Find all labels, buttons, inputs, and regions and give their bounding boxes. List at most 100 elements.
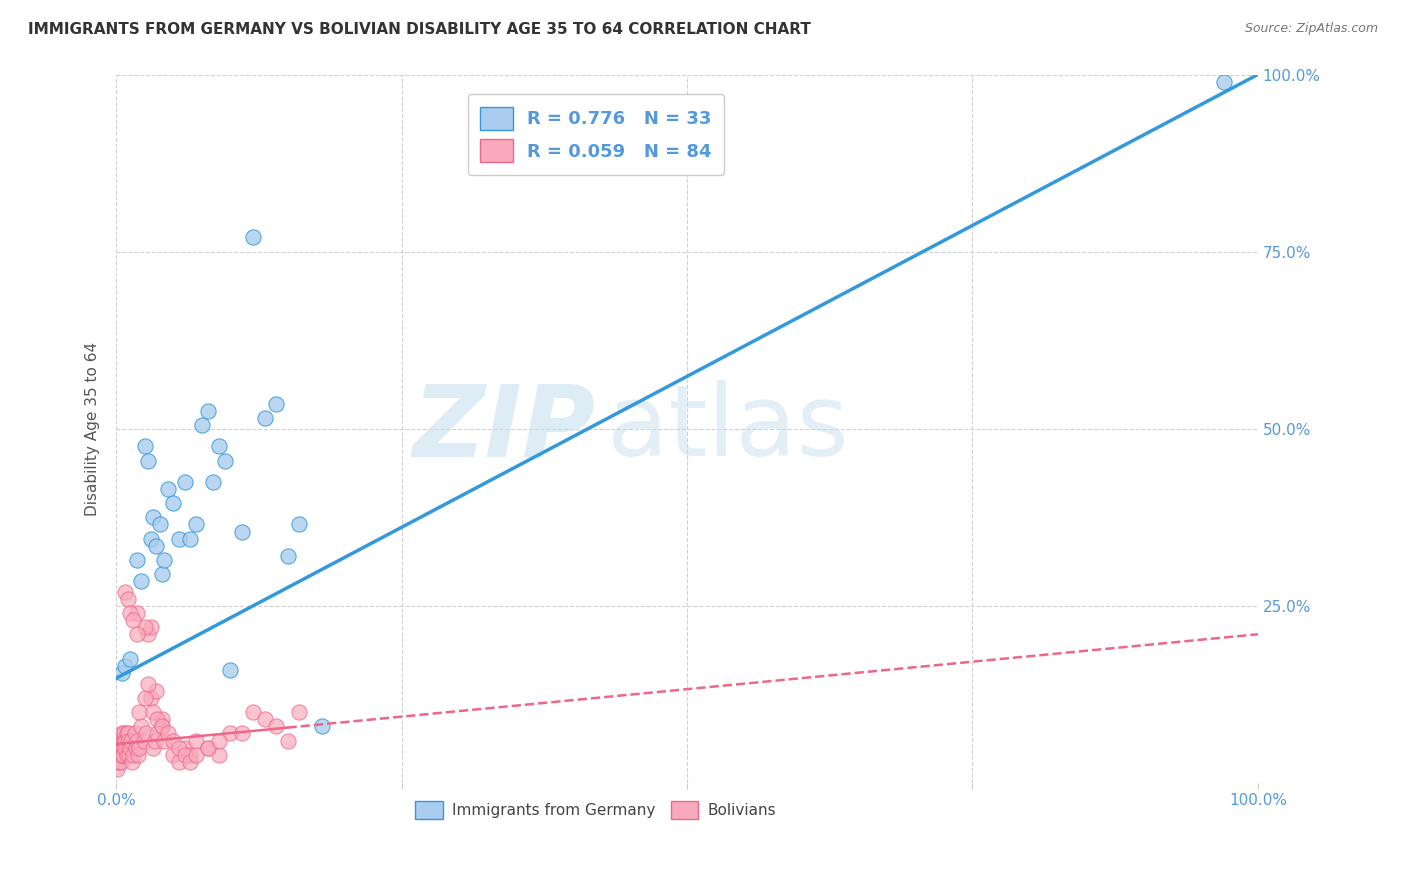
- Point: [208, 747, 231, 762]
- Point: [110, 740, 132, 755]
- Text: Source: ZipAtlas.com: Source: ZipAtlas.com: [1244, 22, 1378, 36]
- Point: [146, 712, 169, 726]
- Point: [276, 733, 298, 747]
- Point: [132, 733, 155, 747]
- Point: [131, 719, 153, 733]
- Point: [117, 591, 139, 606]
- Point: [117, 733, 139, 747]
- Point: [202, 475, 225, 489]
- Point: [139, 691, 162, 706]
- Point: [1212, 74, 1234, 88]
- Point: [145, 684, 167, 698]
- Point: [186, 517, 208, 532]
- Point: [118, 740, 141, 755]
- Point: [231, 524, 253, 539]
- Point: [145, 539, 167, 553]
- Text: atlas: atlas: [607, 380, 849, 477]
- Point: [120, 733, 142, 747]
- Point: [114, 740, 136, 755]
- Point: [107, 733, 129, 747]
- Point: [114, 733, 136, 747]
- Point: [264, 397, 287, 411]
- Point: [156, 726, 179, 740]
- Point: [214, 453, 236, 467]
- Point: [122, 613, 145, 627]
- Point: [125, 627, 148, 641]
- Point: [135, 726, 157, 740]
- Point: [108, 747, 131, 762]
- Point: [125, 733, 148, 747]
- Point: [107, 755, 129, 769]
- Point: [253, 712, 276, 726]
- Point: [167, 532, 190, 546]
- Point: [111, 733, 134, 747]
- Point: [219, 726, 242, 740]
- Point: [107, 740, 129, 755]
- Point: [197, 740, 219, 755]
- Legend: Immigrants from Germany, Bolivians: Immigrants from Germany, Bolivians: [409, 795, 782, 825]
- Point: [208, 440, 231, 454]
- Point: [186, 733, 208, 747]
- Point: [156, 482, 179, 496]
- Point: [111, 747, 134, 762]
- Point: [153, 733, 176, 747]
- Point: [142, 510, 165, 524]
- Point: [143, 733, 166, 747]
- Point: [110, 755, 132, 769]
- Point: [150, 567, 173, 582]
- Point: [118, 652, 141, 666]
- Point: [173, 740, 195, 755]
- Point: [134, 440, 156, 454]
- Point: [179, 755, 201, 769]
- Point: [139, 620, 162, 634]
- Point: [131, 574, 153, 588]
- Point: [114, 584, 136, 599]
- Point: [112, 740, 135, 755]
- Point: [134, 691, 156, 706]
- Point: [107, 747, 129, 762]
- Point: [112, 726, 135, 740]
- Point: [146, 726, 169, 740]
- Point: [118, 747, 141, 762]
- Point: [179, 747, 201, 762]
- Point: [108, 733, 131, 747]
- Point: [115, 726, 138, 740]
- Point: [219, 663, 242, 677]
- Point: [173, 475, 195, 489]
- Point: [111, 666, 134, 681]
- Point: [162, 747, 184, 762]
- Point: [107, 755, 129, 769]
- Point: [117, 726, 139, 740]
- Point: [191, 418, 214, 433]
- Point: [121, 755, 143, 769]
- Point: [111, 726, 134, 740]
- Point: [231, 726, 253, 740]
- Point: [128, 705, 150, 719]
- Point: [242, 230, 264, 244]
- Point: [122, 747, 145, 762]
- Point: [153, 553, 176, 567]
- Point: [128, 740, 150, 755]
- Point: [162, 496, 184, 510]
- Point: [179, 532, 201, 546]
- Point: [149, 517, 172, 532]
- Point: [150, 712, 173, 726]
- Point: [142, 740, 165, 755]
- Point: [288, 705, 311, 719]
- Y-axis label: Disability Age 35 to 64: Disability Age 35 to 64: [86, 342, 100, 516]
- Point: [114, 659, 136, 673]
- Point: [173, 747, 195, 762]
- Point: [162, 733, 184, 747]
- Point: [276, 549, 298, 564]
- Point: [108, 740, 131, 755]
- Point: [197, 404, 219, 418]
- Point: [167, 755, 190, 769]
- Point: [264, 719, 287, 733]
- Point: [253, 411, 276, 425]
- Point: [124, 726, 146, 740]
- Point: [311, 719, 333, 733]
- Point: [197, 740, 219, 755]
- Point: [112, 747, 135, 762]
- Point: [136, 453, 159, 467]
- Point: [107, 747, 129, 762]
